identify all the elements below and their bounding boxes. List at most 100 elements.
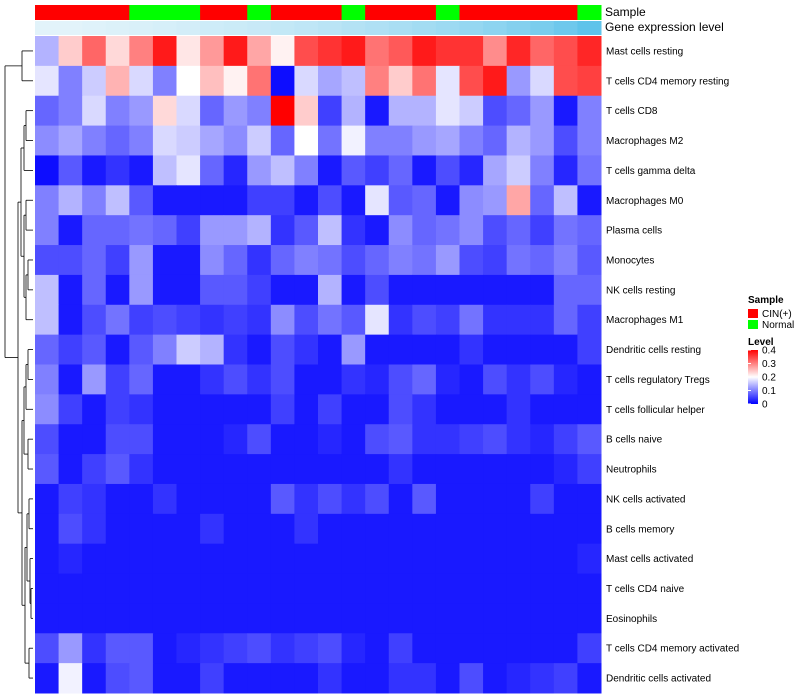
heatmap-cell	[35, 573, 60, 604]
heatmap-cell	[223, 274, 248, 306]
heatmap-cell	[82, 483, 107, 515]
heatmap-cell	[223, 185, 248, 216]
heatmap-cell	[58, 36, 83, 67]
heatmap-cell	[35, 95, 60, 127]
heatmap-cell	[388, 155, 413, 186]
heatmap-cell	[388, 603, 413, 634]
heatmap-cell	[577, 603, 602, 634]
row-label: Dendritic cells activated	[606, 674, 711, 685]
heatmap-cell	[58, 274, 83, 306]
heatmap-cell	[388, 36, 413, 67]
heatmap-cell	[152, 603, 177, 634]
sample-cell	[270, 5, 295, 20]
heatmap-cell	[247, 65, 272, 97]
heatmap-cell	[35, 36, 60, 67]
heatmap-cell	[530, 364, 555, 395]
expression-level-cell	[459, 21, 484, 35]
heatmap-cell	[577, 543, 602, 575]
heatmap-cell	[247, 603, 272, 634]
heatmap-cell	[435, 454, 460, 485]
heatmap-cell	[553, 454, 578, 485]
heatmap-cell	[506, 603, 531, 634]
heatmap-cell	[388, 424, 413, 455]
heatmap-cell	[506, 65, 531, 97]
heatmap-cell	[105, 185, 130, 216]
heatmap-cell	[553, 394, 578, 425]
sample-track	[35, 5, 602, 20]
heatmap-cell	[412, 573, 437, 604]
heatmap-cell	[247, 483, 272, 515]
heatmap-cell	[176, 543, 201, 575]
heatmap-cell	[223, 454, 248, 485]
expression-level-cell	[388, 21, 413, 35]
heatmap-cell	[577, 424, 602, 455]
heatmap-cell	[35, 513, 60, 545]
heatmap-cell	[341, 245, 366, 276]
heatmap-cell	[553, 245, 578, 276]
heatmap-cell	[270, 274, 295, 306]
heatmap-cell	[223, 215, 248, 246]
heatmap-cell	[412, 155, 437, 186]
heatmap-cell	[200, 543, 225, 575]
heatmap-cell	[294, 483, 319, 515]
heatmap-cell	[341, 304, 366, 336]
heatmap-cell	[553, 304, 578, 336]
heatmap-cell	[82, 424, 107, 455]
heatmap-cell	[200, 274, 225, 306]
heatmap-cell	[35, 603, 60, 634]
heatmap-cell	[553, 334, 578, 365]
heatmap-cell	[577, 513, 602, 545]
heatmap-cell	[577, 364, 602, 395]
heatmap-cell	[530, 304, 555, 336]
heatmap-cell	[35, 155, 60, 186]
heatmap-cell	[553, 603, 578, 634]
heatmap-cell	[341, 603, 366, 634]
heatmap-cell	[459, 334, 484, 365]
heatmap-cell	[483, 185, 508, 216]
heatmap-cell	[318, 274, 343, 306]
heatmap-cell	[129, 334, 154, 365]
heatmap-cell	[152, 185, 177, 216]
heatmap-cell	[459, 95, 484, 127]
heatmap-cell	[553, 65, 578, 97]
heatmap-cell	[459, 543, 484, 575]
heatmap-cell	[412, 185, 437, 216]
heatmap-cell	[388, 95, 413, 127]
heatmap-cell	[412, 215, 437, 246]
heatmap-cell	[506, 454, 531, 485]
expression-level-cell	[82, 21, 107, 35]
heatmap-cell	[35, 274, 60, 306]
heatmap-cell	[412, 36, 437, 67]
heatmap-cell	[294, 36, 319, 67]
legend-label-cin: CIN(+)	[762, 309, 792, 320]
heatmap-cell	[530, 125, 555, 156]
heatmap-cell	[530, 573, 555, 604]
expression-level-cell	[435, 21, 460, 35]
heatmap-cell	[82, 334, 107, 365]
sample-cell	[223, 5, 248, 20]
heatmap-cell	[435, 483, 460, 515]
heatmap-cell	[577, 304, 602, 336]
heatmap-cell	[35, 215, 60, 246]
heatmap-cell	[365, 573, 390, 604]
heatmap-cell	[200, 334, 225, 365]
heatmap-cell	[365, 334, 390, 365]
heatmap-cell	[506, 185, 531, 216]
heatmap-cell	[435, 215, 460, 246]
heatmap-cell	[152, 573, 177, 604]
sample-cell	[176, 5, 201, 20]
heatmap-cell	[176, 95, 201, 127]
heatmap-cell	[365, 185, 390, 216]
heatmap-cell	[58, 125, 83, 156]
heatmap-cell	[483, 274, 508, 306]
heatmap-cell	[412, 543, 437, 575]
heatmap-cell	[388, 454, 413, 485]
expression-level-track	[35, 21, 602, 35]
heatmap-cell	[270, 394, 295, 425]
heatmap-cell	[294, 334, 319, 365]
heatmap-cell	[388, 543, 413, 575]
heatmap-cell	[58, 95, 83, 127]
row-label: Neutrophils	[606, 465, 657, 476]
heatmap-cell	[58, 155, 83, 186]
sample-cell	[341, 5, 366, 20]
